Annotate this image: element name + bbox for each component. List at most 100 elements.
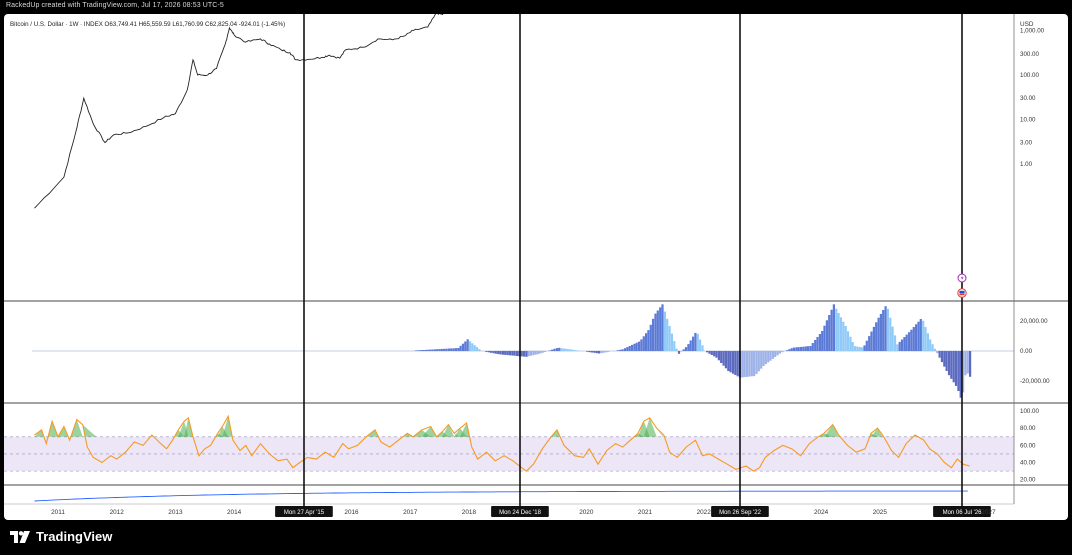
rsi-overbought-fill — [824, 424, 839, 437]
oscillator-bar — [807, 346, 810, 351]
oscillator-bar — [771, 351, 774, 359]
oscillator-bar — [945, 351, 948, 371]
oscillator-bar — [426, 349, 429, 351]
oscillator-bar — [464, 341, 467, 351]
oscillator-bar — [661, 304, 664, 351]
oscillator-bar — [445, 348, 448, 351]
oscillator-bar — [677, 351, 681, 354]
oscillator-bar — [668, 326, 671, 351]
x-tick-label: 2024 — [814, 509, 829, 516]
oscillator-bar — [494, 351, 497, 354]
x-tick-label: 2018 — [462, 509, 477, 516]
oscillator-bar — [896, 344, 899, 351]
oscillator-bar — [900, 339, 904, 351]
oscillator-bar — [680, 351, 683, 352]
oscillator-bar — [431, 349, 434, 351]
oscillator-bar — [527, 351, 530, 357]
oscillator-bar — [687, 344, 690, 351]
oscillator-bar — [647, 330, 650, 351]
oscillator-bar — [497, 351, 500, 355]
x-tick-label: 2017 — [403, 509, 418, 516]
flag-stripe-icon — [959, 293, 965, 296]
oscillator-bar — [626, 347, 629, 351]
oscillator-bar — [635, 342, 638, 351]
oscillator-bar — [569, 349, 573, 351]
oscillator-bar — [724, 351, 727, 369]
oscillator-bar — [818, 334, 821, 351]
x-tick-label: 2013 — [168, 509, 183, 516]
oscillator-bar — [541, 351, 544, 353]
oscillator-bar — [741, 351, 744, 378]
oscillator-bar — [795, 347, 798, 351]
oscillator-bar — [865, 340, 868, 351]
oscillator-bar — [619, 349, 622, 351]
rsi-overbought-fill — [871, 428, 883, 437]
oscillator-bar — [576, 350, 580, 351]
oscillator-bar — [959, 351, 962, 398]
oscillator-bar — [551, 349, 554, 351]
date-marker-badge — [275, 506, 333, 517]
oscillator-bar — [832, 304, 835, 351]
oscillator-bar — [459, 345, 462, 351]
oscillator-bar — [856, 346, 859, 351]
oscillator-bar — [504, 351, 507, 355]
oscillator-bar — [802, 346, 805, 351]
oscillator-bar — [898, 341, 901, 351]
oscillator-bar — [851, 342, 854, 351]
oscillator-bar — [823, 325, 826, 351]
oscillator-bar — [964, 351, 967, 376]
oscillator-bar — [645, 333, 648, 351]
oscillator-bar — [774, 351, 777, 358]
oscillator-bar — [844, 326, 847, 351]
oscillator-bar — [849, 336, 852, 351]
chart-svg[interactable]: Mon 27 Apr '15 Mon 24 Dec '18 Mon 26 Sep '… — [4, 14, 1068, 520]
oscillator-bar — [706, 351, 709, 353]
bottom-bar — [0, 520, 1072, 555]
oscillator-bar — [515, 351, 519, 356]
date-marker-badge — [491, 506, 549, 517]
oscillator-bar — [931, 344, 934, 351]
oscillator-bar — [947, 351, 951, 376]
oscillator-bar — [870, 331, 873, 351]
oscillator-bar — [875, 322, 878, 351]
lower-indicator-line — [34, 490, 968, 502]
oscillator-bar — [621, 349, 624, 351]
oscillator-bar — [746, 351, 749, 377]
oscillator-bar — [487, 351, 490, 353]
top-bar: RackedUp created with TradingView.com, J… — [0, 0, 1072, 14]
oscillator-bar — [443, 348, 446, 351]
oscillator-bar — [727, 351, 730, 371]
oscillator-bar — [586, 351, 589, 352]
oscillator-bar — [825, 320, 828, 351]
oscillator-bar — [917, 321, 920, 351]
oscillator-bar — [769, 351, 772, 361]
oscillator-bar — [715, 351, 718, 358]
oscillator-bar — [623, 348, 627, 351]
oscillator-bar — [908, 332, 911, 351]
oscillator-bar — [943, 351, 946, 367]
rsi-tick-label: 80.00 — [1020, 425, 1036, 432]
chart-panel: Mon 27 Apr '15 Mon 24 Dec '18 Mon 26 Sep '… — [4, 14, 1068, 520]
oscillator-bar — [863, 345, 866, 351]
rsi-overbought-fill — [643, 417, 657, 437]
oscillator-bar — [854, 346, 857, 351]
oscillator-bar — [809, 346, 812, 351]
oscillator-bar — [499, 351, 502, 355]
oscillator-bar — [886, 308, 889, 351]
oscillator-bar — [797, 347, 800, 351]
oscillator-bar — [558, 347, 561, 351]
tradingview-logo-icon — [10, 530, 30, 543]
x-tick-label: 2021 — [638, 509, 653, 516]
rsi-overbought-fill — [402, 433, 414, 437]
oscillator-bar — [748, 351, 751, 377]
oscillator-bar — [525, 351, 528, 357]
oscillator-bar — [598, 351, 601, 354]
price-tick-label: 3.00 — [1020, 140, 1033, 147]
oscillator-bar — [452, 348, 455, 351]
lightning-glyph-icon — [960, 275, 964, 281]
x-tick-label: 2025 — [873, 509, 888, 516]
oscillator-bar — [461, 343, 465, 351]
brand-logo: TradingView — [10, 529, 112, 544]
x-tick-label: 2014 — [227, 509, 242, 516]
oscillator-bar — [760, 351, 763, 369]
